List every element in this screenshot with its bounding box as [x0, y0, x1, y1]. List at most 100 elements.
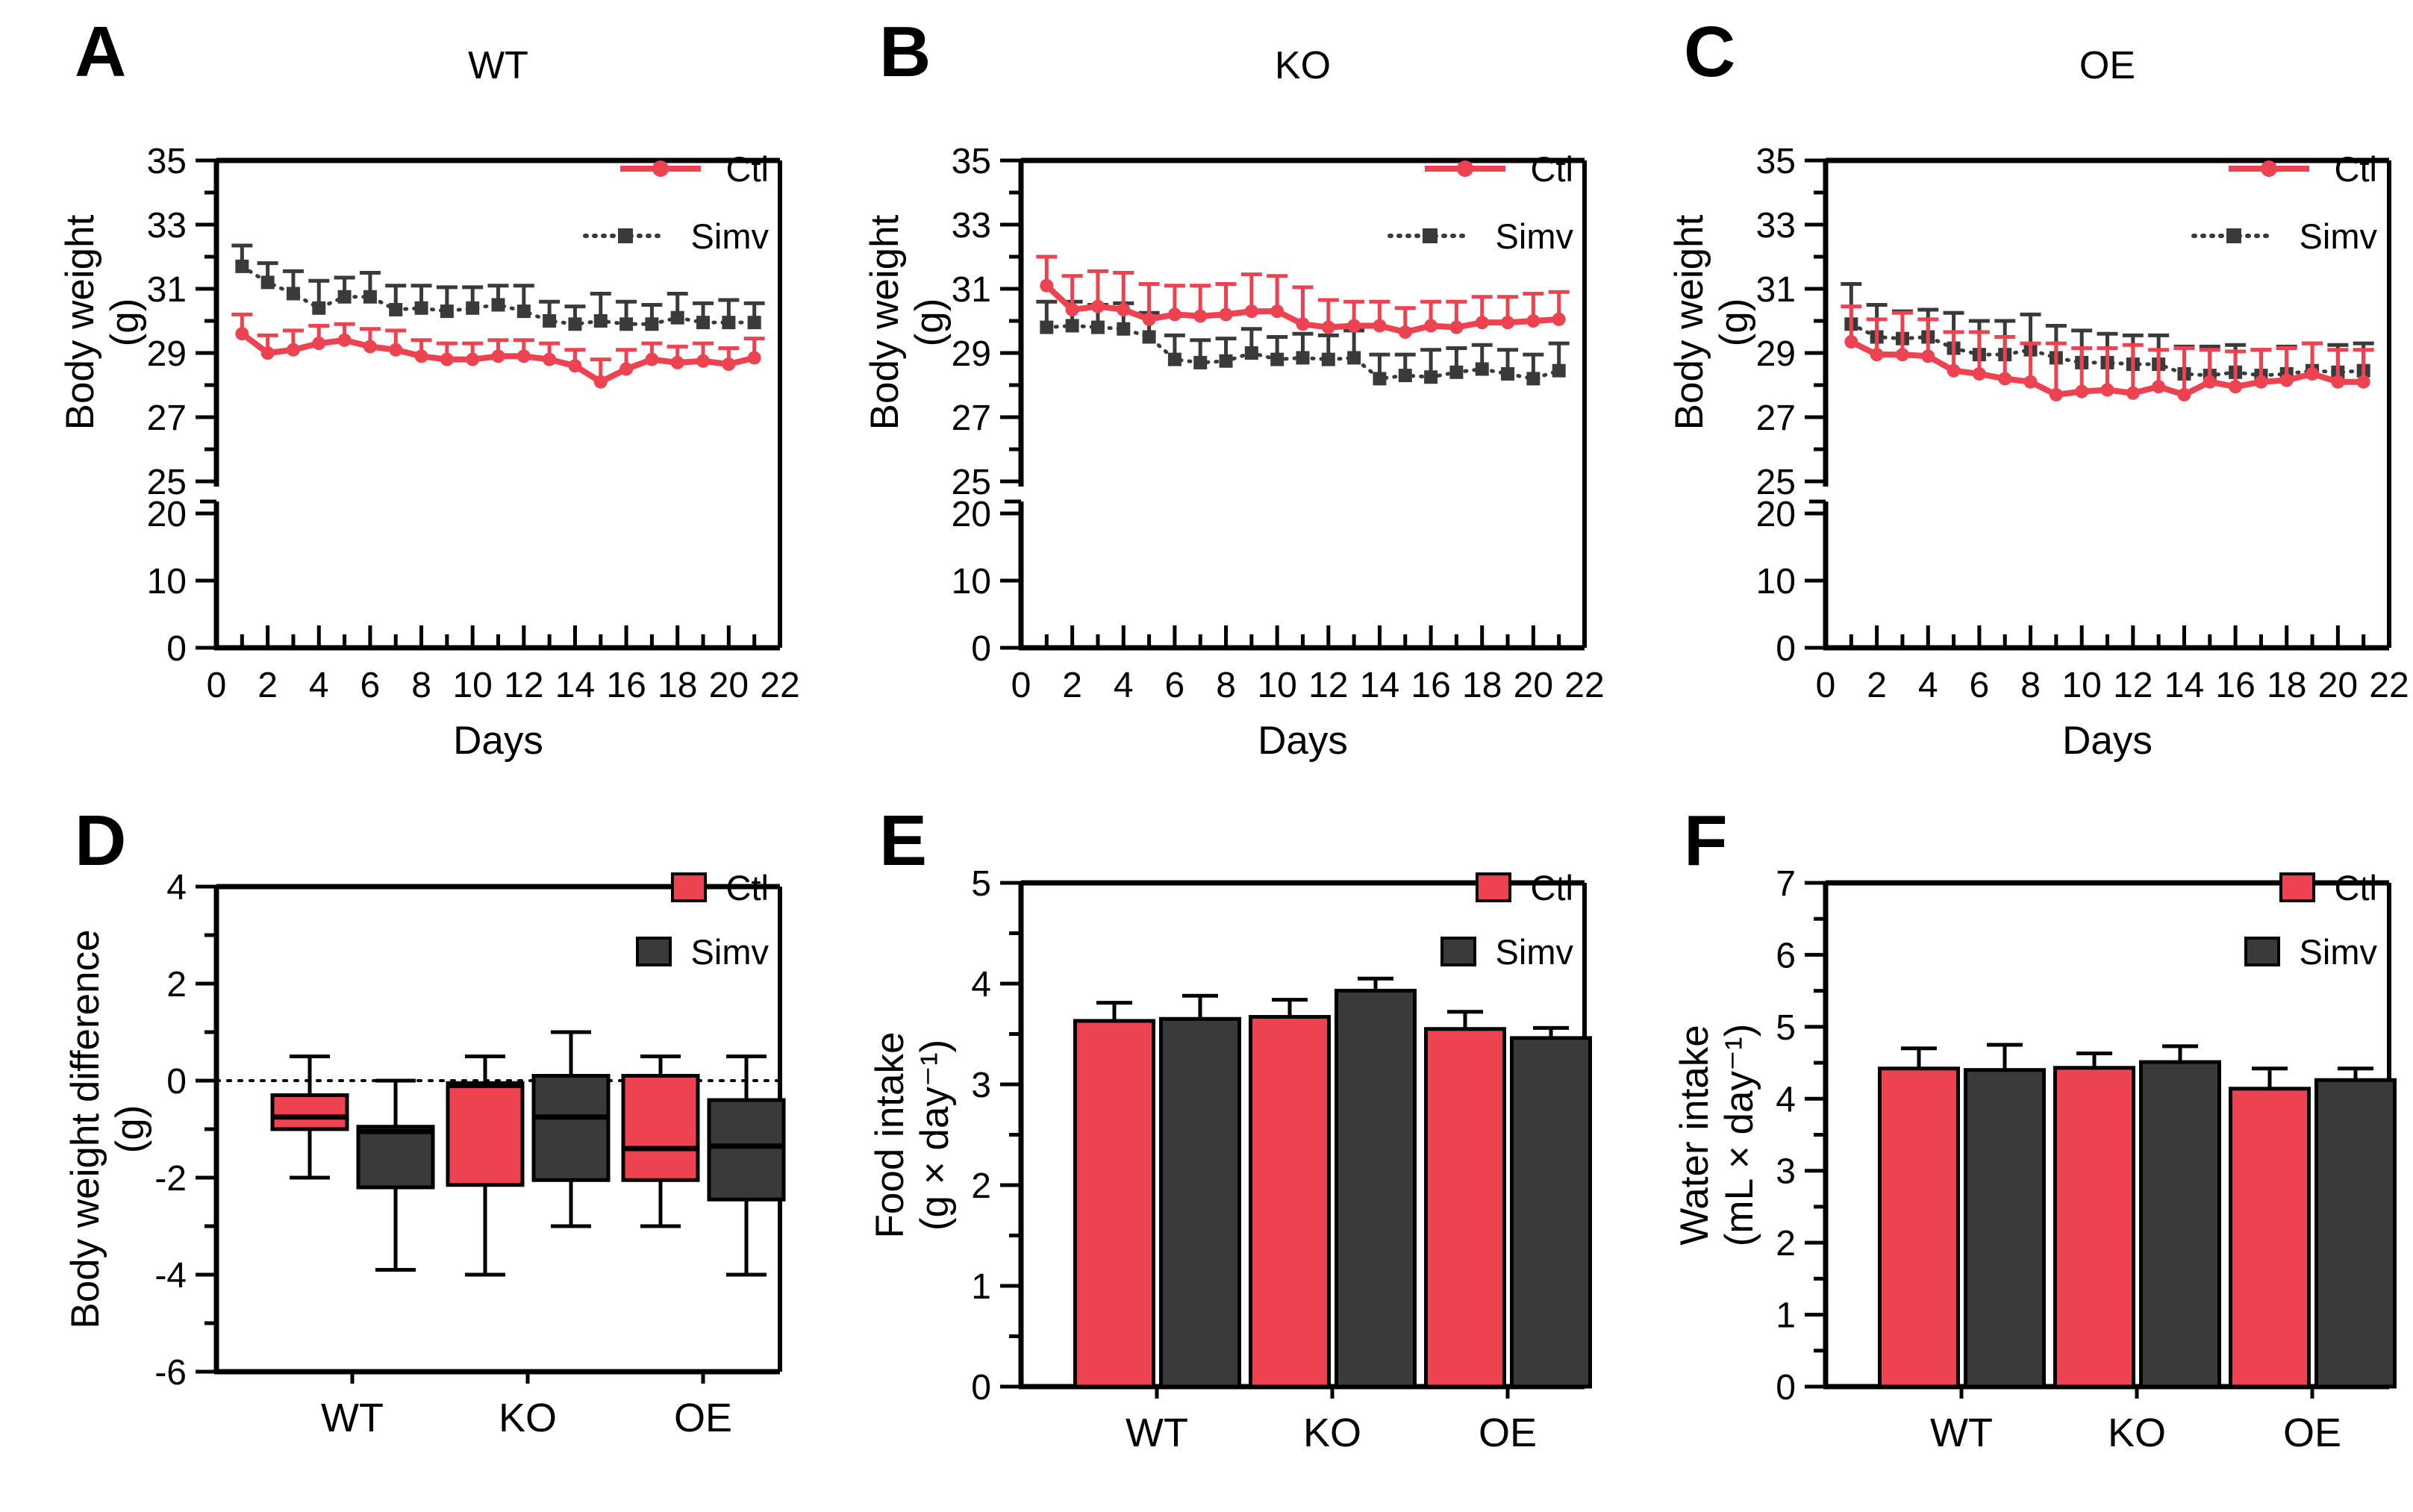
legend-item-ctl: Ctl	[579, 148, 769, 190]
food-intake-bar-chart: 0 1 2 3 4 5 WT KO OE	[971, 864, 1592, 1455]
panel-title: WT	[468, 44, 528, 87]
tick-label: 12	[2113, 666, 2153, 705]
bar	[2229, 1087, 2311, 1389]
box	[707, 1098, 786, 1202]
boxes-simv	[356, 1030, 786, 1277]
panel-d: D Body weight difference (g) -6 -4 -2 0 2 4 WT…	[0, 756, 805, 1512]
tick-label: 33	[147, 206, 187, 246]
tick-label: 20	[1756, 495, 1796, 534]
panel-letter: F	[1684, 801, 1728, 881]
tick-label: OE	[1479, 1411, 1537, 1455]
bar	[1335, 988, 1417, 1389]
markers	[1040, 278, 1566, 340]
ctl-swatch-icon	[1475, 872, 1511, 902]
tick-label: 16	[2215, 666, 2255, 705]
panel-e: E Food intake (g × day⁻¹) 0 1 2 3 4 5 WT KO OE C…	[805, 756, 1609, 1512]
tick-label: 3	[1776, 1152, 1796, 1192]
bar	[1249, 1015, 1331, 1389]
tick-label: 14	[555, 666, 595, 705]
tick-label: 8	[2020, 666, 2041, 705]
tick-label: 2	[257, 666, 278, 705]
tick-label: 7	[1776, 864, 1796, 904]
panel-b: B KO Body weight (g) 25 27 29 31 33 35 0 10 20 0 2…	[805, 0, 1609, 763]
tick-label: 31	[147, 270, 187, 310]
tick-label: 20	[147, 495, 187, 534]
series-simv	[231, 243, 765, 331]
legend-label-ctl: Ctl	[1530, 149, 1573, 189]
bar	[1878, 1066, 1960, 1389]
bar	[1073, 1019, 1155, 1389]
tick-label: 6	[360, 666, 381, 705]
legend-label-simv: Simv	[1495, 216, 1573, 256]
chart-legend: Ctl Simv	[635, 866, 769, 972]
series-simv	[1036, 299, 1570, 386]
ctl-line-swatch-icon	[2228, 160, 2309, 177]
bars-simv	[1159, 976, 1592, 1389]
legend-label-ctl: Ctl	[725, 867, 769, 907]
panel-title: OE	[2079, 44, 2136, 87]
chart-legend: Ctl Simv	[1384, 148, 1573, 257]
panel-letter: B	[879, 12, 931, 92]
box	[531, 1074, 611, 1182]
tick-label: WT	[321, 1396, 384, 1440]
markers	[235, 327, 761, 389]
tick-label: 10	[1257, 666, 1296, 705]
legend-label-ctl: Ctl	[1530, 867, 1573, 907]
x-axis-label: Days	[2062, 719, 2153, 763]
legend-label-ctl: Ctl	[2334, 149, 2377, 189]
tick-label: 18	[1462, 666, 1502, 705]
y-axis: 25 27 29 31 33 35 0 10 20	[1756, 142, 1829, 669]
panel-title: KO	[1274, 44, 1332, 87]
tick-label: 0	[166, 1062, 187, 1102]
tick-label: 10	[1756, 562, 1796, 602]
tick-label: WT	[1126, 1411, 1188, 1455]
x-axis-label: Days	[453, 719, 543, 763]
tick-label: -2	[154, 1159, 187, 1199]
legend-label-simv: Simv	[2299, 931, 2377, 972]
chart-legend: Ctl Simv	[2188, 148, 2377, 257]
panel-c: C OE Body weight (g) 25 27 29 31 33 35 0 10 20 0 2…	[1609, 0, 2413, 763]
tick-label: 31	[952, 270, 991, 310]
series-ctl	[231, 312, 765, 389]
tick-label: 1	[971, 1267, 991, 1307]
bar	[1510, 1036, 1592, 1389]
tick-label: 5	[1776, 1008, 1796, 1048]
box	[621, 1074, 700, 1182]
tick-label: -6	[154, 1353, 187, 1393]
tick-label: 14	[2164, 666, 2204, 705]
legend-item-simv: Simv	[579, 215, 769, 257]
x-axis: WT KO OE	[1126, 1387, 1537, 1455]
tick-label: 6	[1165, 666, 1185, 705]
panel-letter: A	[75, 12, 127, 92]
tick-label: 10	[147, 562, 187, 602]
tick-label: 4	[166, 868, 187, 907]
tick-label: 8	[1216, 666, 1236, 705]
tick-label: 10	[2061, 666, 2101, 705]
series-ctl	[1841, 304, 2374, 402]
boxes-ctl	[270, 1055, 700, 1277]
bar	[1424, 1027, 1506, 1389]
tick-label: 31	[1756, 270, 1796, 310]
water-intake-bar-chart: 0 1 2 3 4 5 6 7 WT KO OE	[1776, 864, 2397, 1455]
tick-label: 6	[1970, 666, 1990, 705]
ctl-swatch-icon	[2279, 872, 2315, 902]
tick-label: 3	[971, 1066, 991, 1105]
tick-label: 2	[1867, 666, 1887, 705]
tick-label: 25	[1756, 463, 1796, 502]
y-axis: 0 1 2 3 4 5	[971, 864, 1024, 1408]
tick-label: 5	[971, 864, 991, 904]
chart-legend: Ctl Simv	[1440, 866, 1573, 972]
panel-letter: E	[879, 801, 928, 881]
bars-ctl	[1073, 998, 1506, 1389]
tick-label: 0	[1816, 666, 1836, 705]
legend-label-simv: Simv	[690, 931, 769, 972]
tick-label: OE	[674, 1396, 732, 1440]
tick-label: 35	[147, 142, 187, 181]
tick-label: 16	[1411, 666, 1450, 705]
tick-label: 0	[1776, 629, 1796, 669]
simv-line-swatch-icon	[1387, 228, 1473, 243]
tick-label: 25	[952, 463, 991, 502]
x-axis: 0 2 4 6 8 10 12 14 16 18 20 22	[1011, 625, 1605, 705]
